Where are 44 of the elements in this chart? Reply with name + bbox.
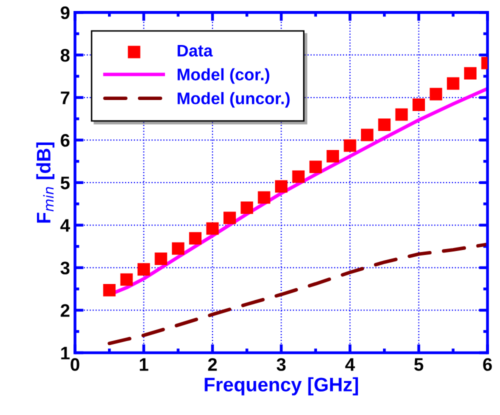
point [240,201,254,214]
point [326,150,340,162]
point [309,160,322,174]
point [446,77,460,90]
x-tick-label: 2 [208,358,217,371]
point [378,118,391,131]
x-tick-label: 1 [140,358,148,371]
y-tick-label: 8 [60,48,70,62]
y-tick-label: 3 [60,262,70,274]
point [138,263,150,276]
point [172,242,184,255]
y-tick-label: 6 [60,134,70,147]
x-tick-label: 4 [345,358,355,371]
point [395,108,408,121]
x-tick-label: 5 [414,358,424,371]
y-tick-label: 9 [60,6,70,20]
y-tick-label: 5 [60,176,70,190]
line-series [108,242,488,346]
point [258,191,270,204]
y-tick-label: 4 [60,219,70,232]
point [103,284,116,296]
legend-label: Model (uncor.) [178,92,290,108]
point [344,139,356,152]
legend-label: Model (cor.) [178,68,270,84]
point [464,67,477,80]
y-tick-label: 2 [60,304,70,317]
point [360,128,374,142]
point [189,232,202,245]
y-tick-label: 1 [61,346,70,360]
point [154,252,168,265]
point [292,170,305,183]
point [223,212,236,224]
point [120,273,133,286]
point [412,98,425,111]
point [275,180,288,193]
y-axis-title: F$_{min}$ [dB] [36,142,54,223]
point [206,222,219,235]
x-tick-label: 6 [483,358,492,371]
x-tick-label: 0 [70,358,80,371]
x-tick-label: 3 [276,358,286,371]
point [430,88,442,100]
legend-label: Data [178,44,213,57]
y-tick-label: 7 [60,92,70,104]
x-axis-title: Frequency [GHz] [204,377,358,396]
